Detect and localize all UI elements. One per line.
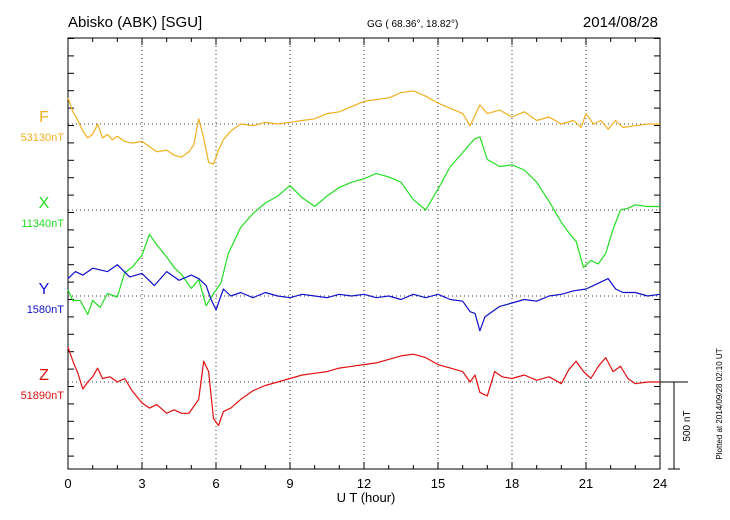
series-baseline-Y: 1580nT (27, 304, 65, 316)
series-lines (67, 90, 661, 427)
x-axis-title: U T (hour) (337, 490, 396, 505)
grid-lines (68, 38, 660, 469)
station-title: Abisko (ABK) [SGU] (68, 14, 202, 31)
x-tick-label-3: 3 (138, 476, 145, 491)
x-tick-label-18: 18 (505, 476, 519, 491)
series-line-Y (67, 264, 661, 332)
x-tick-label-0: 0 (64, 476, 71, 491)
series-letter-X: X (39, 195, 50, 212)
x-tick-label-15: 15 (431, 476, 445, 491)
x-tick-label-12: 12 (357, 476, 371, 491)
series-line-F (67, 90, 660, 165)
series-line-X (67, 136, 660, 315)
series-letter-Y: Y (39, 281, 50, 298)
x-tick-label-9: 9 (286, 476, 293, 491)
x-tick-labels: 0 3 6 9 12 15 18 21 24 (64, 476, 667, 491)
series-letter-F: F (39, 109, 49, 126)
series-baseline-Z: 51890nT (21, 390, 65, 402)
series-baseline-X: 11340nT (21, 218, 64, 230)
series-labels: F 53130nT X 11340nT Y 1580nT Z 51890nT (21, 109, 65, 402)
x-tick-label-6: 6 (212, 476, 219, 491)
x-tick-label-21: 21 (579, 476, 593, 491)
series-line-Z (67, 347, 660, 427)
coordinates-label: GG ( 68.36°, 18.82°) (367, 19, 458, 30)
date-label: 2014/08/28 (583, 14, 658, 31)
scale-bar-label: 500 nT (682, 410, 693, 441)
series-baseline-F: 53130nT (21, 132, 65, 144)
series-letter-Z: Z (39, 367, 49, 384)
x-tick-label-24: 24 (653, 476, 667, 491)
scale-bar: 500 nT (660, 381, 693, 470)
plotted-at-note: Plotted at 2014/09/28 02:10 UT (715, 348, 724, 459)
